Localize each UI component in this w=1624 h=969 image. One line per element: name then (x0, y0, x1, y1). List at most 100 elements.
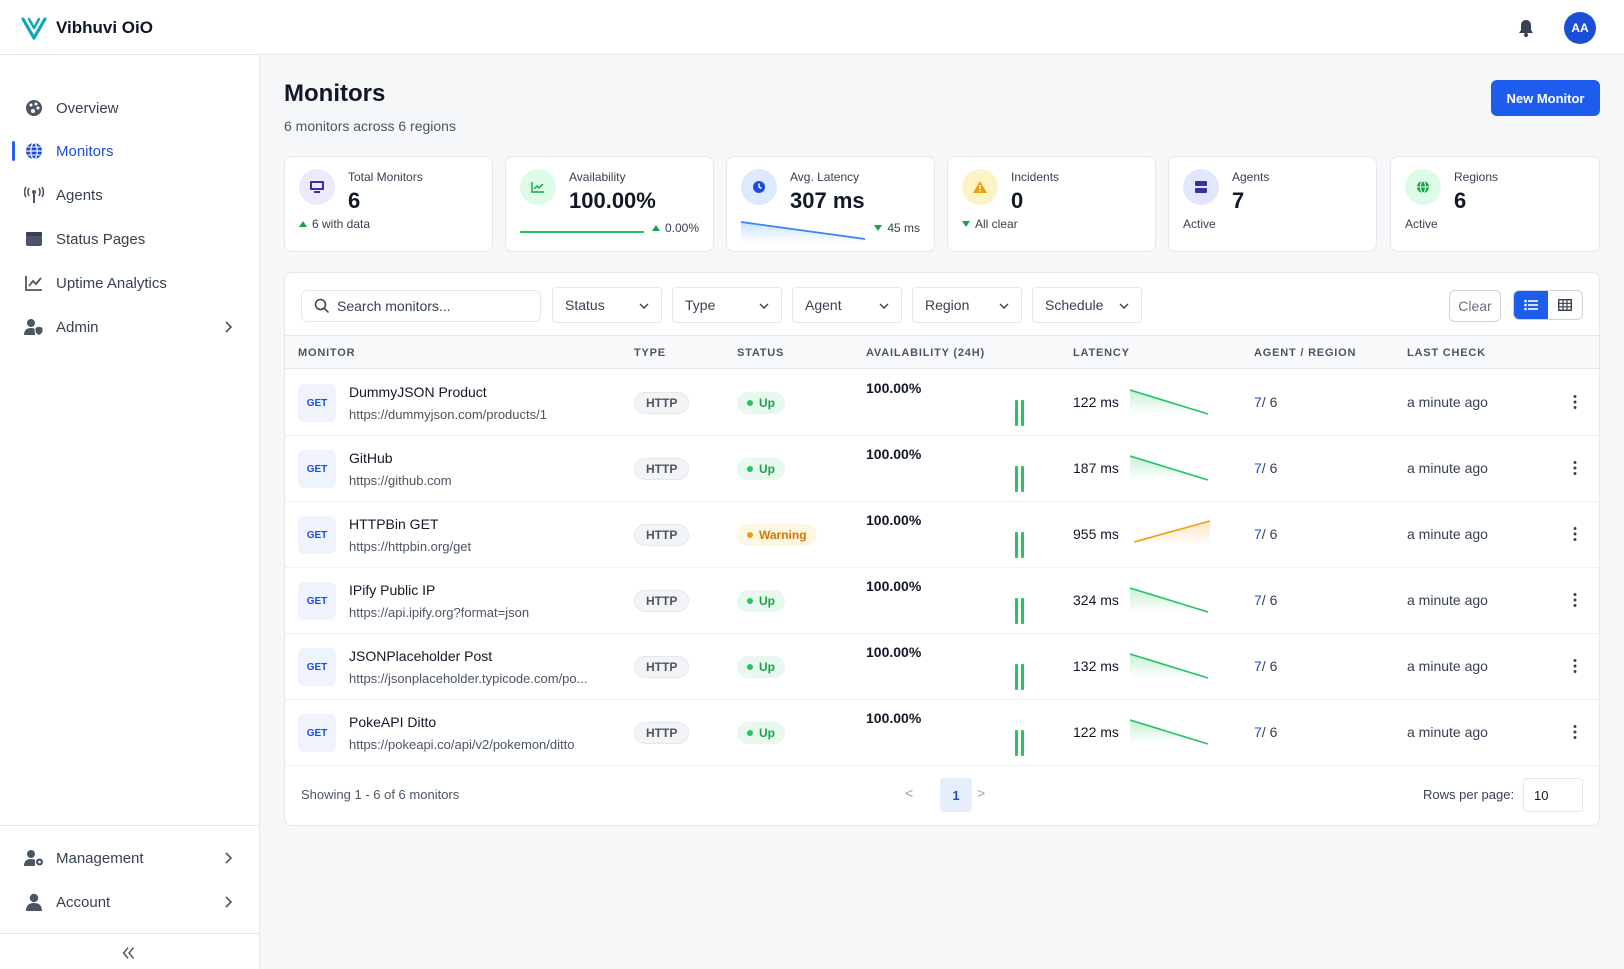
agent-region[interactable]: 7/ 6 (1254, 394, 1277, 410)
list-view-button[interactable] (1514, 291, 1548, 319)
sidebar-item-admin[interactable]: Admin (0, 307, 260, 347)
agent-region[interactable]: 7/ 6 (1254, 658, 1277, 674)
last-check: a minute ago (1407, 394, 1488, 410)
stat-card-regions: Regions 6 Active (1390, 156, 1600, 252)
chevron-down-icon (1119, 303, 1129, 309)
monitor-name[interactable]: JSONPlaceholder Post (349, 648, 493, 664)
sidebar-item-status-pages[interactable]: Status Pages (0, 219, 260, 259)
sidebar-item-account[interactable]: Account (0, 882, 260, 922)
monitor-url: https://github.com (349, 473, 452, 488)
chevron-down-icon (999, 303, 1009, 309)
user-avatar[interactable]: AA (1564, 12, 1596, 44)
table-row[interactable]: GET HTTPBin GET https://httpbin.org/get HTT… (285, 502, 1599, 568)
row-menu-icon[interactable] (1573, 724, 1577, 740)
monitor-name[interactable]: PokeAPI Ditto (349, 714, 437, 730)
sidebar-item-overview[interactable]: Overview (0, 88, 260, 128)
monitor-icon (299, 169, 335, 205)
row-menu-icon[interactable] (1573, 526, 1577, 542)
availability-sparkline (520, 231, 644, 233)
sidebar-item-label: Account (56, 893, 111, 911)
last-check: a minute ago (1407, 526, 1488, 542)
clear-filters-button[interactable]: Clear (1449, 290, 1501, 322)
sidebar-item-agents[interactable]: Agents (0, 175, 260, 215)
search-icon (314, 298, 330, 314)
status-badge: Up (737, 656, 785, 678)
sidebar-item-management[interactable]: Management (0, 838, 260, 878)
agent-filter[interactable]: Agent (792, 287, 902, 323)
availability-value: 100.00% (866, 578, 922, 594)
row-menu-icon[interactable] (1573, 460, 1577, 476)
availability-bars (1015, 598, 1027, 624)
column-header-latency[interactable]: LATENCY (1073, 347, 1130, 359)
table-row[interactable]: GET GitHub https://github.com HTTP Up 100.00%… (285, 436, 1599, 502)
table-row[interactable]: GET DummyJSON Product https://dummyjson.co… (285, 370, 1599, 436)
agent-region[interactable]: 7/ 6 (1254, 526, 1277, 542)
latency-value: 955 ms (1073, 526, 1119, 542)
chart-line-icon (24, 273, 44, 293)
type-filter[interactable]: Type (672, 287, 782, 323)
stat-card-incidents: Incidents 0 All clear (947, 156, 1156, 252)
column-header-availability[interactable]: AVAILABILITY (24H) (866, 347, 985, 359)
status-dot (747, 400, 753, 406)
type-badge: HTTP (634, 524, 690, 546)
top-bar: Vibhuvi OiO AA (0, 0, 1624, 55)
search-input[interactable]: Search monitors... (301, 290, 541, 322)
stat-change-text: 0.00% (664, 221, 699, 235)
column-header-status[interactable]: STATUS (737, 347, 785, 359)
sidebar-item-label: Status Pages (56, 230, 146, 248)
stat-card-latency: Avg. Latency 307 ms 45 ms (726, 156, 935, 252)
monitor-name[interactable]: GitHub (349, 450, 393, 466)
grid-view-button[interactable] (1548, 291, 1582, 319)
status-text: Warning (759, 528, 807, 542)
status-dot (747, 730, 753, 736)
status-dot (747, 532, 753, 538)
monitor-name[interactable]: IPify Public IP (349, 582, 436, 598)
sidebar-item-uptime-analytics[interactable]: Uptime Analytics (0, 263, 260, 303)
agent-count: 7 (1254, 526, 1262, 542)
table-row[interactable]: GET IPify Public IP https://api.ipify.org?… (285, 568, 1599, 634)
new-monitor-button[interactable]: New Monitor (1491, 80, 1600, 116)
monitor-url: https://jsonplaceholder.typicode.com/po.… (349, 671, 588, 686)
agent-count: 7 (1254, 460, 1262, 476)
availability-bar (1021, 730, 1024, 756)
filter-label: Type (685, 297, 716, 313)
rows-per-page-input[interactable]: 10 (1523, 778, 1583, 812)
row-menu-icon[interactable] (1573, 394, 1577, 410)
pagination-next-button[interactable]: > (977, 785, 986, 801)
monitor-name[interactable]: HTTPBin GET (349, 516, 439, 532)
table-row[interactable]: GET PokeAPI Ditto https://pokeapi.co/api/v… (285, 700, 1599, 766)
pagination-page-button[interactable]: 1 (940, 778, 972, 812)
notification-bell-icon[interactable] (1517, 18, 1535, 38)
monitor-name[interactable]: DummyJSON Product (349, 384, 487, 400)
collapse-sidebar-icon[interactable] (120, 944, 138, 962)
region-filter[interactable]: Region (912, 287, 1022, 323)
view-toggle (1513, 290, 1583, 320)
region-count: / 6 (1261, 724, 1278, 740)
globe-icon (24, 141, 44, 161)
row-menu-icon[interactable] (1573, 658, 1577, 674)
http-method-badge: GET (298, 384, 336, 422)
status-filter[interactable]: Status (552, 287, 662, 323)
column-header-type[interactable]: TYPE (634, 347, 666, 359)
schedule-filter[interactable]: Schedule (1032, 287, 1142, 323)
agent-region[interactable]: 7/ 6 (1254, 724, 1277, 740)
stat-value: 100.00% (569, 188, 656, 213)
stat-label: Availability (569, 170, 626, 184)
stat-label: Agents (1232, 170, 1270, 184)
app-logo[interactable]: Vibhuvi OiO (20, 14, 153, 42)
pagination-prev-button[interactable]: < (905, 785, 914, 801)
last-check: a minute ago (1407, 460, 1488, 476)
agent-region[interactable]: 7/ 6 (1254, 460, 1277, 476)
http-method-badge: GET (298, 648, 336, 686)
availability-bars (1015, 664, 1027, 690)
column-header-agent-region[interactable]: AGENT / REGION (1254, 347, 1357, 359)
column-header-last-check[interactable]: LAST CHECK (1407, 347, 1486, 359)
latency-value: 132 ms (1073, 658, 1119, 674)
agent-region[interactable]: 7/ 6 (1254, 592, 1277, 608)
stat-label: Incidents (1011, 170, 1060, 184)
row-menu-icon[interactable] (1573, 592, 1577, 608)
sidebar-divider (0, 825, 260, 826)
table-row[interactable]: GET JSONPlaceholder Post https://jsonplace… (285, 634, 1599, 700)
sidebar-item-monitors[interactable]: Monitors (0, 131, 260, 171)
column-header-monitor[interactable]: MONITOR (298, 347, 356, 359)
